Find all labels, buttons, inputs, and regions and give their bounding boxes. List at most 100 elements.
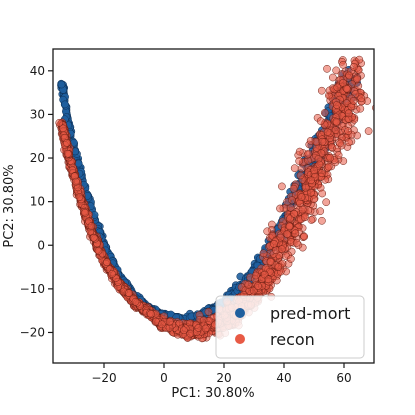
data-point: [300, 213, 309, 222]
data-point: [317, 169, 326, 178]
data-point: [353, 75, 362, 84]
data-point: [147, 310, 155, 318]
data-point: [290, 209, 299, 218]
y-tick-label: 10: [30, 195, 45, 209]
y-tick-label: 0: [37, 238, 45, 252]
x-axis-label: PC1: 30.80%: [171, 386, 254, 401]
data-point: [289, 184, 298, 193]
data-point: [94, 247, 103, 255]
data-point: [344, 127, 353, 135]
data-point: [276, 233, 285, 242]
data-point: [345, 71, 354, 80]
data-point: [351, 40, 358, 47]
legend: pred-mort recon: [215, 295, 365, 359]
y-tick-label: −20: [20, 325, 45, 339]
data-point: [336, 139, 345, 148]
data-point: [254, 282, 262, 290]
data-point: [318, 216, 326, 225]
data-point: [310, 195, 318, 204]
data-point: [357, 94, 366, 103]
data-point: [334, 151, 343, 159]
data-point: [332, 117, 341, 126]
data-point: [290, 164, 299, 173]
data-point: [296, 171, 305, 180]
data-point: [356, 104, 365, 113]
data-point: [295, 157, 304, 165]
data-point: [204, 307, 213, 316]
data-point: [307, 216, 316, 224]
y-axis-label: PC2: 30.80%: [2, 164, 17, 247]
data-point: [157, 320, 166, 329]
data-point: [291, 229, 300, 238]
data-point: [322, 198, 331, 207]
data-point: [315, 160, 324, 169]
data-point: [63, 138, 71, 147]
data-point: [287, 255, 295, 263]
x-axis: −20 0 20 40 60: [91, 363, 352, 385]
data-point: [278, 182, 286, 191]
data-point: [89, 233, 98, 242]
data-point: [264, 275, 273, 284]
x-tick-label: −20: [91, 371, 116, 385]
y-tick-label: 30: [30, 107, 45, 121]
data-point: [201, 324, 210, 333]
data-point: [320, 108, 329, 117]
data-point: [318, 189, 327, 198]
legend-marker-pred-mort: [235, 308, 245, 318]
data-point: [323, 128, 332, 136]
y-tick-label: 40: [30, 64, 45, 78]
legend-label-recon: recon: [270, 330, 315, 349]
data-point: [103, 258, 111, 266]
data-point: [72, 177, 80, 186]
data-point: [326, 153, 335, 162]
legend-box: [215, 295, 365, 359]
data-point: [317, 86, 326, 95]
legend-label-pred-mort: pred-mort: [270, 304, 350, 323]
data-point: [342, 84, 351, 93]
data-point: [292, 239, 301, 247]
data-point: [316, 117, 325, 125]
data-point: [63, 149, 72, 158]
data-point: [300, 232, 309, 241]
data-point: [55, 118, 64, 127]
data-point: [364, 127, 373, 135]
data-point: [333, 83, 342, 92]
data-point: [165, 317, 174, 326]
data-point: [345, 138, 353, 147]
data-point: [301, 183, 310, 192]
y-axis: −20 −10 0 10 20 30 40: [20, 64, 53, 339]
data-point: [318, 137, 327, 146]
data-point: [328, 73, 337, 82]
data-point: [316, 207, 325, 216]
x-tick-label: 0: [160, 371, 168, 385]
data-point: [288, 196, 296, 204]
data-point: [285, 222, 294, 231]
data-point: [205, 316, 214, 325]
data-point: [276, 204, 284, 213]
data-point: [344, 109, 353, 118]
data-point: [298, 205, 307, 214]
data-point: [266, 258, 275, 266]
data-point: [270, 240, 278, 248]
data-point: [304, 149, 313, 158]
data-point: [323, 64, 331, 73]
data-point: [108, 270, 116, 278]
data-point: [180, 326, 188, 335]
data-point: [274, 263, 283, 271]
x-tick-label: 60: [336, 371, 351, 385]
x-tick-label: 40: [276, 371, 291, 385]
data-point: [61, 100, 69, 109]
data-point: [297, 193, 306, 201]
data-point: [251, 271, 260, 280]
data-point: [339, 79, 347, 87]
data-point: [87, 222, 96, 230]
plot-frame: [52, 48, 375, 364]
x-tick-label: 20: [216, 371, 231, 385]
data-point: [307, 176, 315, 185]
data-point: [332, 66, 341, 75]
data-point: [186, 329, 195, 338]
data-point: [339, 60, 347, 69]
data-point: [194, 324, 203, 332]
data-point: [310, 166, 318, 175]
